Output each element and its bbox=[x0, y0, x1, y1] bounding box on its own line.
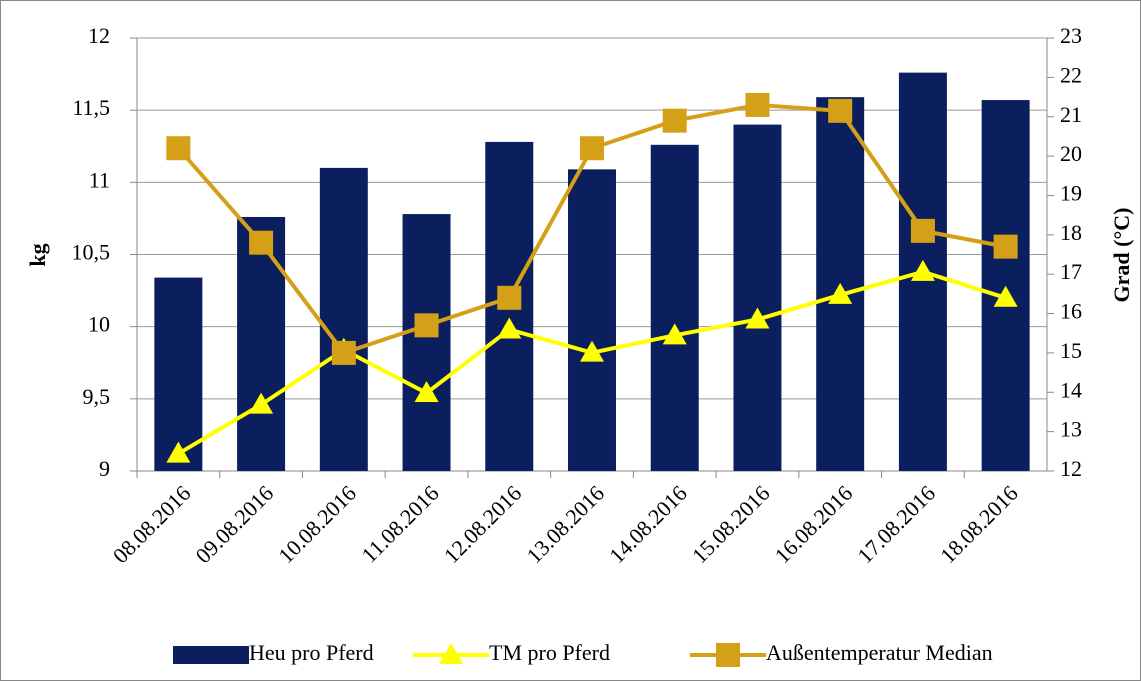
bar bbox=[733, 124, 782, 471]
line-marker bbox=[166, 441, 191, 463]
line-marker bbox=[331, 340, 356, 365]
line-marker bbox=[828, 98, 853, 123]
bar bbox=[981, 100, 1030, 472]
y2-tick-label: 14 bbox=[1060, 377, 1082, 402]
legend-marker bbox=[439, 643, 463, 664]
line-marker bbox=[993, 234, 1018, 259]
y2-tick-label: 20 bbox=[1060, 141, 1082, 166]
y-tick-label: 10,5 bbox=[72, 240, 111, 265]
line-marker bbox=[497, 317, 522, 339]
bar bbox=[568, 169, 616, 472]
legend-label: Außentemperatur Median bbox=[766, 640, 993, 665]
y-tick-label: 9 bbox=[99, 456, 110, 481]
y2-tick-label: 18 bbox=[1060, 220, 1082, 245]
y2-tick-label: 19 bbox=[1060, 181, 1082, 206]
y2-tick-label: 13 bbox=[1060, 417, 1082, 442]
y2-axis-label: Grad (°C) bbox=[1109, 208, 1134, 303]
line-marker bbox=[497, 285, 522, 310]
legend-marker bbox=[716, 643, 740, 667]
y2-tick-label: 23 bbox=[1060, 23, 1082, 48]
y-axis-label: kg bbox=[25, 243, 50, 266]
line-marker bbox=[910, 218, 935, 243]
legend-label: TM pro Pferd bbox=[489, 640, 610, 665]
line-marker bbox=[414, 381, 439, 403]
y2-tick-label: 17 bbox=[1060, 259, 1082, 284]
line-marker bbox=[580, 340, 604, 362]
y-tick-label: 10 bbox=[88, 312, 110, 337]
y2-tick-label: 15 bbox=[1060, 338, 1082, 363]
line-marker bbox=[414, 313, 439, 338]
legend-swatch bbox=[173, 646, 249, 664]
line-marker bbox=[745, 307, 770, 329]
y-tick-label: 9,5 bbox=[83, 384, 111, 409]
line-marker bbox=[249, 230, 274, 255]
y2-tick-label: 16 bbox=[1060, 299, 1082, 324]
line-marker bbox=[828, 282, 853, 304]
bar bbox=[237, 216, 286, 471]
line-marker bbox=[745, 92, 770, 117]
line-marker bbox=[166, 136, 191, 161]
bar bbox=[402, 214, 451, 471]
y-tick-label: 11,5 bbox=[72, 95, 110, 120]
bar bbox=[319, 167, 368, 471]
y2-tick-label: 22 bbox=[1060, 62, 1082, 87]
bar bbox=[650, 144, 699, 471]
line-marker bbox=[662, 323, 687, 345]
line-marker bbox=[249, 392, 274, 414]
line-marker bbox=[662, 108, 687, 133]
line-marker bbox=[993, 285, 1018, 307]
line-marker bbox=[580, 136, 604, 161]
y-tick-label: 12 bbox=[88, 23, 110, 48]
y2-tick-label: 12 bbox=[1060, 456, 1082, 481]
bar bbox=[154, 277, 203, 471]
y-tick-label: 11 bbox=[89, 167, 110, 192]
line-marker bbox=[910, 259, 935, 281]
y2-tick-label: 21 bbox=[1060, 102, 1082, 127]
legend-label: Heu pro Pferd bbox=[249, 640, 374, 665]
